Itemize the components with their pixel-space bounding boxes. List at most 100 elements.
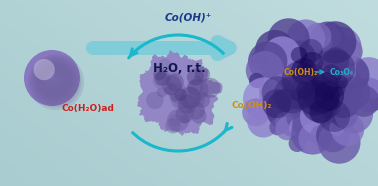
Circle shape bbox=[174, 86, 183, 95]
Circle shape bbox=[322, 91, 334, 103]
Circle shape bbox=[158, 59, 172, 72]
Circle shape bbox=[167, 109, 189, 132]
Circle shape bbox=[324, 81, 362, 118]
Circle shape bbox=[298, 123, 330, 155]
Circle shape bbox=[36, 62, 73, 100]
Circle shape bbox=[187, 79, 203, 95]
Circle shape bbox=[174, 88, 187, 101]
Circle shape bbox=[309, 64, 324, 79]
Circle shape bbox=[38, 64, 71, 97]
Circle shape bbox=[297, 81, 332, 116]
Circle shape bbox=[270, 119, 285, 135]
Circle shape bbox=[274, 57, 293, 76]
Circle shape bbox=[188, 90, 205, 108]
Circle shape bbox=[277, 45, 308, 77]
Circle shape bbox=[187, 102, 205, 120]
Circle shape bbox=[338, 59, 356, 77]
Text: Co₃O₄: Co₃O₄ bbox=[330, 68, 354, 76]
Circle shape bbox=[34, 60, 76, 102]
Circle shape bbox=[180, 94, 194, 107]
Circle shape bbox=[289, 47, 319, 78]
Circle shape bbox=[296, 50, 322, 77]
Circle shape bbox=[329, 121, 344, 136]
Circle shape bbox=[180, 114, 190, 124]
Circle shape bbox=[300, 99, 336, 135]
Circle shape bbox=[266, 89, 307, 130]
Circle shape bbox=[276, 117, 299, 140]
Circle shape bbox=[296, 81, 314, 99]
Circle shape bbox=[335, 76, 348, 89]
Circle shape bbox=[263, 78, 279, 94]
Circle shape bbox=[243, 77, 285, 120]
Circle shape bbox=[282, 41, 316, 75]
Circle shape bbox=[318, 49, 355, 87]
Circle shape bbox=[242, 98, 270, 126]
Circle shape bbox=[46, 72, 60, 86]
Text: Co(OH)⁺: Co(OH)⁺ bbox=[164, 12, 212, 22]
Circle shape bbox=[268, 73, 298, 103]
Circle shape bbox=[291, 113, 333, 154]
Circle shape bbox=[333, 37, 363, 67]
Circle shape bbox=[194, 92, 210, 108]
Circle shape bbox=[166, 73, 184, 91]
Circle shape bbox=[287, 19, 325, 58]
Circle shape bbox=[270, 93, 284, 108]
Circle shape bbox=[282, 61, 318, 98]
Text: H₂O, r.t.: H₂O, r.t. bbox=[153, 62, 205, 75]
Circle shape bbox=[314, 81, 344, 111]
Circle shape bbox=[179, 87, 201, 109]
Circle shape bbox=[292, 110, 320, 138]
Circle shape bbox=[169, 114, 181, 126]
Circle shape bbox=[318, 100, 350, 132]
Circle shape bbox=[291, 47, 307, 63]
Circle shape bbox=[331, 101, 358, 128]
Circle shape bbox=[32, 58, 79, 105]
Circle shape bbox=[272, 74, 287, 89]
Circle shape bbox=[24, 50, 80, 106]
Circle shape bbox=[322, 47, 349, 74]
Circle shape bbox=[268, 18, 310, 60]
Circle shape bbox=[251, 50, 271, 70]
Circle shape bbox=[162, 76, 181, 95]
Circle shape bbox=[352, 78, 378, 112]
Circle shape bbox=[310, 124, 333, 147]
Circle shape bbox=[329, 80, 345, 97]
Circle shape bbox=[311, 72, 339, 99]
Circle shape bbox=[278, 96, 300, 118]
Circle shape bbox=[191, 108, 206, 124]
Circle shape bbox=[262, 76, 294, 109]
Circle shape bbox=[187, 68, 204, 86]
Circle shape bbox=[28, 54, 84, 110]
Circle shape bbox=[339, 110, 356, 126]
Circle shape bbox=[301, 52, 323, 74]
Circle shape bbox=[303, 77, 340, 114]
Circle shape bbox=[34, 59, 55, 80]
Circle shape bbox=[48, 74, 57, 83]
Circle shape bbox=[319, 26, 341, 48]
Circle shape bbox=[316, 119, 350, 152]
Text: Co(H₂O)ad: Co(H₂O)ad bbox=[61, 103, 114, 113]
Circle shape bbox=[146, 92, 164, 109]
Circle shape bbox=[193, 76, 202, 84]
Circle shape bbox=[316, 35, 332, 51]
Circle shape bbox=[255, 30, 295, 70]
Circle shape bbox=[262, 89, 291, 118]
Circle shape bbox=[30, 56, 82, 108]
Circle shape bbox=[42, 68, 65, 91]
Circle shape bbox=[260, 85, 278, 103]
Circle shape bbox=[287, 109, 306, 128]
Circle shape bbox=[338, 76, 370, 109]
Circle shape bbox=[323, 100, 346, 123]
Polygon shape bbox=[137, 50, 223, 136]
Circle shape bbox=[154, 72, 169, 86]
Circle shape bbox=[246, 51, 284, 89]
Circle shape bbox=[259, 39, 361, 141]
Circle shape bbox=[185, 105, 200, 119]
Circle shape bbox=[321, 27, 362, 67]
Circle shape bbox=[175, 105, 194, 123]
Circle shape bbox=[174, 95, 188, 109]
Circle shape bbox=[330, 68, 362, 100]
Circle shape bbox=[44, 70, 63, 89]
Circle shape bbox=[153, 68, 166, 80]
Circle shape bbox=[314, 21, 356, 63]
